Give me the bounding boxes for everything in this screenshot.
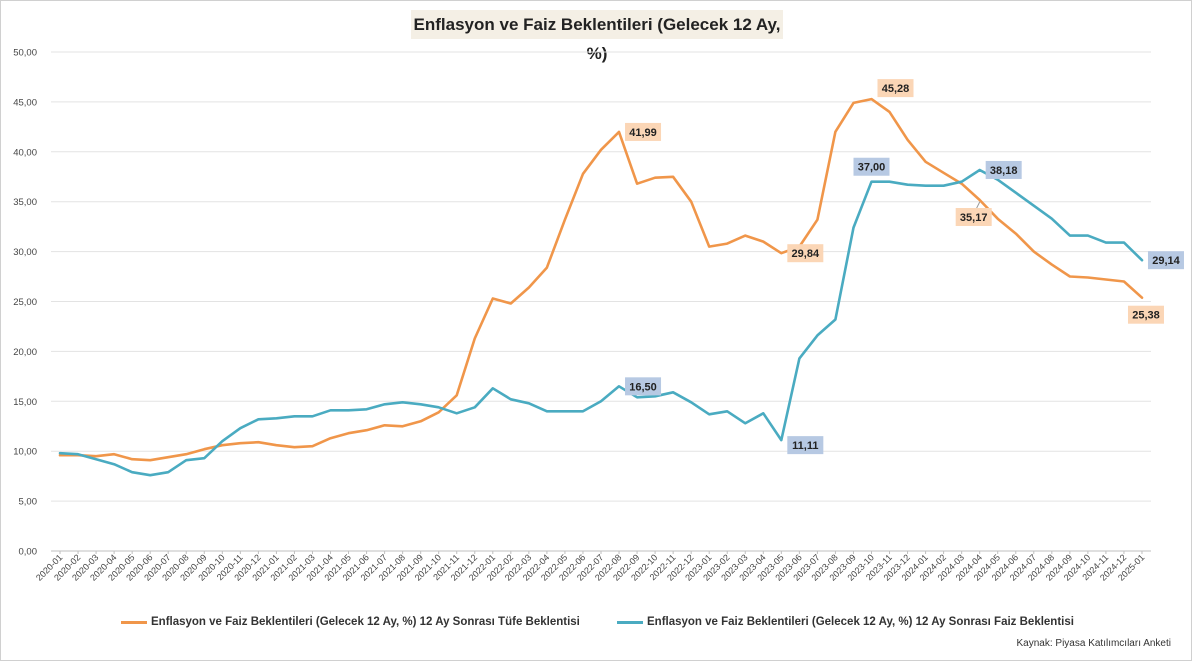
y-tick-label: 15,00 [13,397,37,408]
data-label-box [955,208,992,227]
line-chart: 0,00 5,00 10,00 15,00 20,00 25,00 30,00 35,00 40… [13,48,1184,583]
series-line-faiz [58,168,1144,477]
y-tick-label: 25,00 [13,297,37,308]
data-label-box [985,160,1022,179]
y-tick-label: 0,00 [19,547,38,558]
y-tick-label: 20,00 [13,347,37,358]
data-label-box [625,377,662,396]
legend-label-tufe: Enflasyon ve Faiz Beklentileri (Gelecek … [151,616,580,628]
legend-swatch-tufe [121,620,147,624]
chart-title: Enflasyon ve Faiz Beklentileri (Gelecek … [411,10,783,63]
legend-item-faiz: Enflasyon ve Faiz Beklentileri (Gelecek … [617,616,1074,628]
legend-swatch-faiz [617,620,643,624]
source-note: Kaynak: Piyasa Katılımcıları Anketi [1016,638,1171,649]
data-label: 41,99 [629,127,657,139]
y-tick-label: 5,00 [19,497,38,508]
y-tick-label: 40,00 [13,147,37,158]
data-label: 25,38 [1132,310,1160,322]
data-label: 35,17 [960,212,988,224]
y-tick-label: 50,00 [13,48,37,59]
y-tick-label: 35,00 [13,197,37,208]
y-tick-label: 10,00 [13,447,37,458]
y-tick-label: 45,00 [13,97,37,108]
data-label-box [853,157,890,176]
data-label-box [787,244,824,263]
series-line-tufe [58,97,1144,462]
data-label: 11,11 [792,440,818,452]
legend-label-faiz: Enflasyon ve Faiz Beklentileri (Gelecek … [647,616,1074,628]
data-label-box [877,79,914,98]
y-tick-label: 30,00 [13,247,37,258]
data-label: 29,14 [1152,255,1180,267]
data-label-box [787,436,824,455]
data-label: 45,28 [882,83,910,95]
data-label: 16,50 [629,381,657,393]
data-label: 37,00 [858,162,886,174]
data-label-box [1127,305,1164,324]
legend-item-tufe: Enflasyon ve Faiz Beklentileri (Gelecek … [121,616,580,628]
data-label-box [625,122,662,141]
data-label: 38,18 [990,165,1018,177]
data-label-box [1147,251,1184,270]
data-label: 29,84 [792,248,820,260]
